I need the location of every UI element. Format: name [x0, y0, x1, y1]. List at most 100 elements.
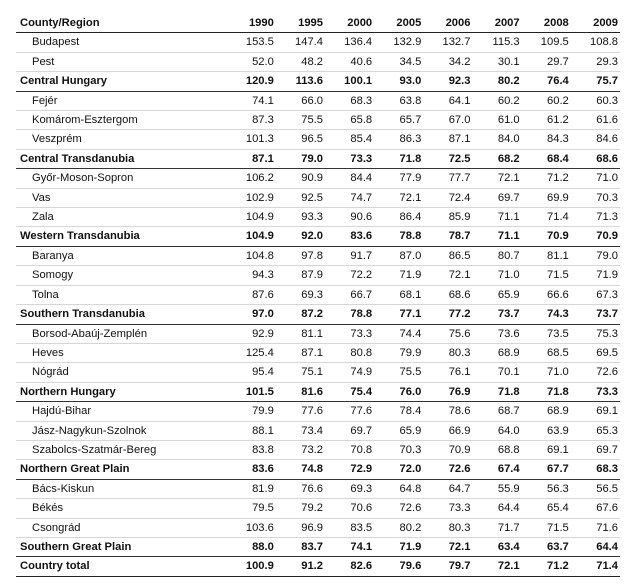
value-cell: 72.1: [472, 168, 522, 189]
table-row: Szabolcs-Szatmár-Bereg 83.8 73.2 70.8 70.3 70…: [16, 440, 620, 461]
value-cell: 80.8: [325, 343, 375, 364]
table-body: Budapest 153.5 147.4 136.4 132.9 132.7 115.3 10…: [16, 32, 620, 577]
value-cell: 95.4: [226, 362, 276, 383]
value-cell: 77.2: [423, 304, 473, 325]
table-row: Budapest 153.5 147.4 136.4 132.9 132.7 115.3 10…: [16, 32, 620, 53]
value-cell: 69.3: [275, 285, 325, 306]
value-cell: 67.0: [423, 110, 473, 131]
total-row: Country total 100.9 91.2 82.6 79.6 79.7 72.1 71…: [16, 556, 620, 577]
value-cell: 72.2: [325, 265, 375, 286]
value-cell: 71.9: [374, 265, 424, 286]
value-cell: 73.3: [570, 382, 620, 403]
county-name: Borsod-Abaúj-Zemplén: [16, 324, 227, 344]
value-cell: 76.9: [423, 382, 473, 403]
value-cell: 76.0: [374, 382, 424, 403]
region-name: Central Transdanubia: [16, 149, 227, 170]
value-cell: 92.5: [275, 188, 325, 209]
value-cell: 75.5: [275, 110, 325, 131]
value-cell: 125.4: [226, 343, 276, 364]
data-table: County/Region 1990 1995 2000 2005 2006 2…: [16, 14, 620, 577]
region-name: Northern Hungary: [16, 382, 227, 403]
value-cell: 102.9: [226, 188, 276, 209]
value-cell: 147.4: [275, 32, 325, 53]
value-cell: 70.3: [374, 440, 424, 461]
value-cell: 80.2: [472, 71, 522, 92]
total-label: Country total: [16, 556, 227, 577]
value-cell: 60.3: [570, 91, 620, 112]
value-cell: 69.9: [521, 188, 571, 209]
county-name: Bács-Kiskun: [16, 479, 227, 500]
region-row: Southern Transdanubia 97.0 87.2 78.8 77.1 77.…: [16, 304, 620, 325]
value-cell: 65.9: [374, 421, 424, 441]
value-cell: 79.6: [374, 556, 424, 577]
table-row: Tolna 87.6 69.3 66.7 68.1 68.6 65.9 66.6 67.3: [16, 285, 620, 306]
value-cell: 40.6: [325, 52, 375, 73]
value-cell: 72.5: [423, 149, 473, 170]
value-cell: 153.5: [226, 32, 276, 53]
value-cell: 79.9: [226, 401, 276, 422]
value-cell: 78.7: [423, 226, 473, 247]
value-cell: 64.4: [570, 537, 620, 558]
value-cell: 48.2: [275, 52, 325, 73]
value-cell: 74.8: [275, 459, 325, 480]
value-cell: 86.3: [374, 129, 424, 150]
table-row: Jász-Nagykun-Szolnok 88.1 73.4 69.7 65.9 66.9…: [16, 421, 620, 441]
value-cell: 71.9: [374, 537, 424, 558]
value-cell: 72.6: [423, 459, 473, 480]
value-cell: 86.4: [374, 207, 424, 228]
value-cell: 75.3: [570, 324, 620, 344]
value-cell: 87.1: [275, 343, 325, 364]
value-cell: 77.9: [374, 168, 424, 189]
value-cell: 83.7: [275, 537, 325, 558]
value-cell: 69.7: [570, 440, 620, 461]
value-cell: 69.3: [325, 479, 375, 500]
value-cell: 30.1: [472, 52, 522, 73]
value-cell: 75.1: [275, 362, 325, 383]
value-cell: 136.4: [325, 32, 375, 53]
value-cell: 65.7: [374, 110, 424, 131]
column-header-2009: 2009: [570, 14, 620, 34]
value-cell: 61.6: [570, 110, 620, 131]
value-cell: 66.0: [275, 91, 325, 112]
value-cell: 100.9: [226, 556, 276, 577]
value-cell: 64.0: [472, 421, 522, 441]
value-cell: 104.8: [226, 246, 276, 267]
value-cell: 52.0: [226, 52, 276, 73]
value-cell: 73.7: [570, 304, 620, 325]
value-cell: 78.8: [374, 226, 424, 247]
table-row: Pest 52.0 48.2 40.6 34.5 34.2 30.1 29.7 29.3: [16, 52, 620, 73]
value-cell: 71.9: [570, 265, 620, 286]
value-cell: 73.7: [472, 304, 522, 325]
county-name: Szabolcs-Szatmár-Bereg: [16, 440, 227, 461]
value-cell: 63.4: [472, 537, 522, 558]
value-cell: 34.2: [423, 52, 473, 73]
value-cell: 66.6: [521, 285, 571, 306]
value-cell: 80.7: [472, 246, 522, 267]
value-cell: 68.3: [325, 91, 375, 112]
value-cell: 68.8: [472, 440, 522, 461]
value-cell: 87.1: [226, 149, 276, 170]
value-cell: 66.7: [325, 285, 375, 306]
value-cell: 65.8: [325, 110, 375, 131]
value-cell: 70.9: [521, 226, 571, 247]
county-name: Komárom-Esztergom: [16, 110, 227, 131]
table-row: Heves 125.4 87.1 80.8 79.9 80.3 68.9 68.5 69.5: [16, 343, 620, 364]
value-cell: 70.6: [325, 498, 375, 519]
value-cell: 71.3: [570, 207, 620, 228]
value-cell: 70.9: [570, 226, 620, 247]
value-cell: 78.4: [374, 401, 424, 422]
table-row: Vas 102.9 92.5 74.7 72.1 72.4 69.7 69.9 70.3: [16, 188, 620, 209]
value-cell: 96.5: [275, 129, 325, 150]
region-name: Western Transdanubia: [16, 226, 227, 247]
value-cell: 92.3: [423, 71, 473, 92]
value-cell: 79.0: [570, 246, 620, 267]
value-cell: 80.3: [423, 518, 473, 538]
table-row: Győr-Moson-Sopron 106.2 90.9 84.4 77.9 77.7 72…: [16, 168, 620, 189]
value-cell: 72.6: [374, 498, 424, 519]
value-cell: 109.5: [521, 32, 571, 53]
value-cell: 66.9: [423, 421, 473, 441]
value-cell: 71.5: [521, 265, 571, 286]
value-cell: 72.9: [325, 459, 375, 480]
value-cell: 71.0: [521, 362, 571, 383]
value-cell: 69.5: [570, 343, 620, 364]
